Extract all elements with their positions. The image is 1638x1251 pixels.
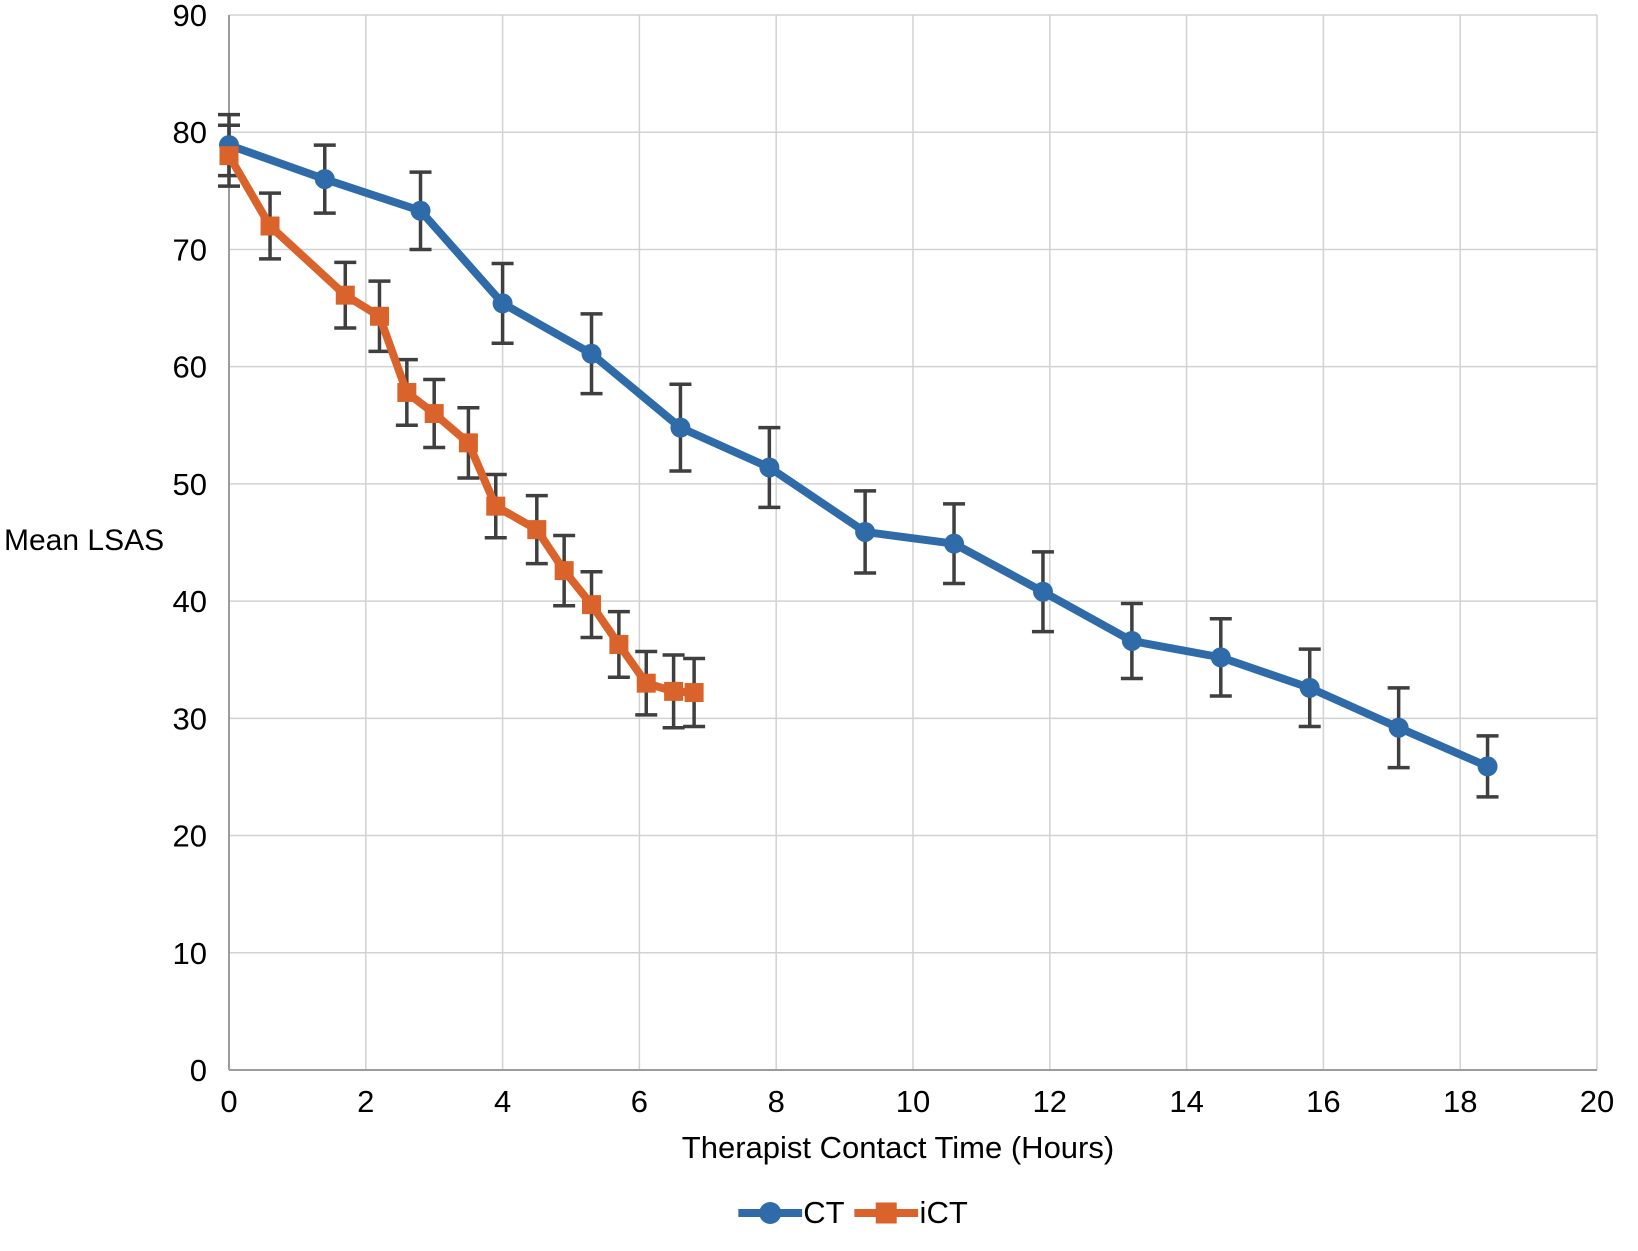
data-point-marker: [554, 561, 574, 581]
y-tick-label: 60: [173, 350, 207, 385]
y-tick-label: 70: [173, 232, 207, 267]
x-tick-label: 6: [631, 1084, 648, 1119]
data-point-marker: [581, 343, 602, 364]
data-point-marker: [492, 293, 513, 314]
data-point-marker: [1210, 647, 1231, 668]
legend-item-ct: CT: [738, 1195, 845, 1230]
y-tick-label: 90: [173, 0, 207, 33]
data-point-marker: [397, 382, 417, 402]
data-point-marker: [410, 200, 431, 221]
data-point-marker: [1477, 756, 1498, 777]
x-tick-label: 10: [896, 1084, 930, 1119]
data-point-marker: [759, 457, 780, 478]
data-point-marker: [609, 634, 629, 654]
x-tick-label: 18: [1443, 1084, 1477, 1119]
ct-legend-swatch-icon: [738, 1202, 803, 1224]
x-tick-label: 14: [1169, 1084, 1203, 1119]
data-point-marker: [314, 169, 335, 190]
axes: [228, 15, 1597, 1071]
x-tick-labels: 0 2 4 6 8 10 12 14 16 18 20: [220, 1084, 1614, 1119]
data-point-marker: [1299, 677, 1320, 698]
data-point-marker: [944, 533, 965, 554]
gridlines: [229, 14, 1598, 1070]
data-point-marker: [486, 496, 506, 516]
data-point-marker: [636, 673, 656, 693]
series-polyline: [225, 141, 1492, 771]
x-tick-label: 2: [357, 1084, 374, 1119]
data-point-marker: [1121, 630, 1142, 651]
x-tick-label: 4: [494, 1084, 511, 1119]
data-point-marker: [1032, 581, 1053, 602]
x-tick-label: 8: [768, 1084, 785, 1119]
data-point-marker: [527, 520, 547, 540]
x-tick-label: 12: [1033, 1084, 1067, 1119]
data-point-marker: [684, 683, 704, 703]
data-point-marker: [1388, 717, 1409, 738]
y-tick-label: 10: [173, 936, 207, 971]
data-point-marker: [424, 404, 444, 424]
ct-series-markers: [219, 135, 1498, 777]
data-point-marker: [664, 681, 684, 701]
legend-label-ct: CT: [803, 1195, 845, 1230]
y-tick-label: 40: [173, 584, 207, 619]
data-point-marker: [458, 433, 478, 453]
data-point-marker: [369, 306, 389, 326]
x-axis-title: Therapist Contact Time (Hours): [681, 1130, 1115, 1165]
data-point-marker: [219, 146, 239, 166]
ict-error-bars: [218, 123, 706, 730]
ict-legend-swatch-icon: [854, 1202, 919, 1224]
x-tick-label: 20: [1580, 1084, 1614, 1119]
data-point-marker: [260, 216, 280, 236]
ct-series-line: [225, 141, 1492, 771]
legend-label-ict: iCT: [919, 1195, 968, 1230]
y-tick-label: 50: [173, 467, 207, 502]
data-point-marker: [335, 285, 355, 305]
y-tick-label: 30: [173, 701, 207, 736]
y-tick-labels: 0 10 20 30 40 50 60 70 80 90: [173, 0, 207, 1088]
legend-item-ict: iCT: [854, 1195, 968, 1230]
y-tick-label: 80: [173, 115, 207, 150]
y-tick-label: 0: [190, 1053, 207, 1088]
y-tick-label: 20: [173, 819, 207, 854]
ict-series-markers: [219, 146, 704, 703]
data-point-marker: [670, 417, 691, 438]
data-point-marker: [855, 521, 876, 542]
x-tick-label: 16: [1306, 1084, 1340, 1119]
x-tick-label: 0: [220, 1084, 237, 1119]
data-point-marker: [582, 595, 602, 615]
y-axis-title: Mean LSAS: [4, 524, 165, 557]
legend: CT iCT: [738, 1196, 968, 1230]
